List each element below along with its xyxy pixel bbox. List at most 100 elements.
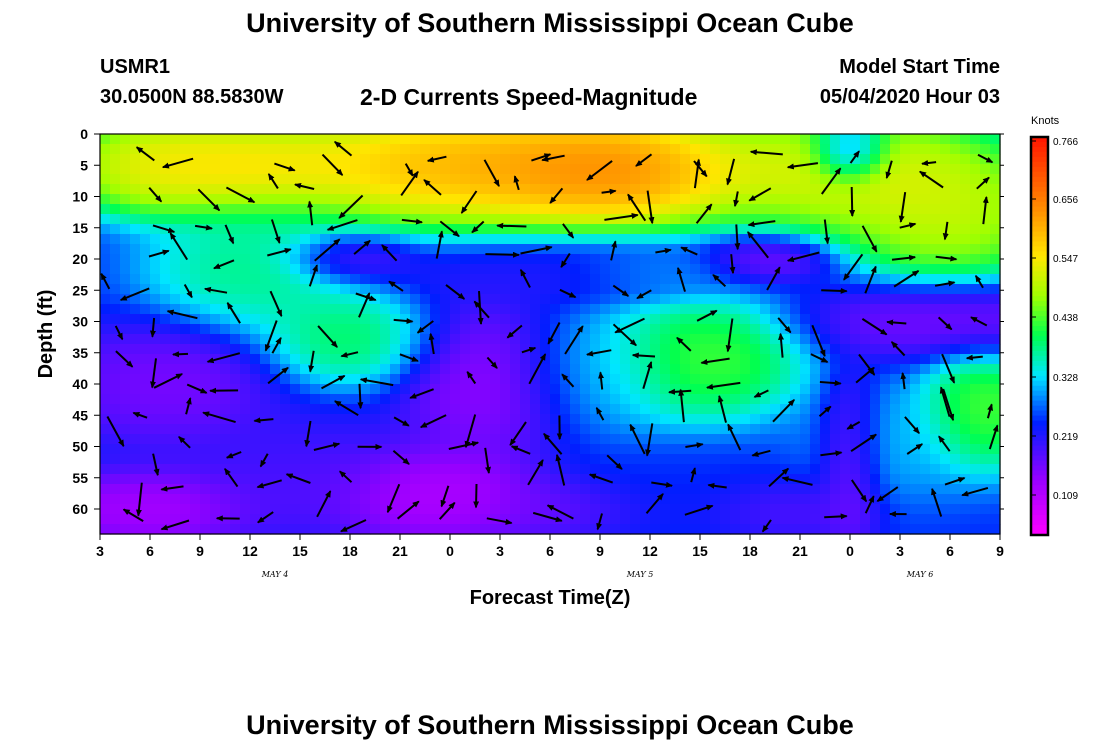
heat-cell (580, 444, 591, 455)
heat-cell (560, 394, 571, 405)
heat-cell (140, 364, 151, 375)
heat-cell (220, 424, 231, 435)
heat-cell (700, 284, 711, 295)
y-tick-label: 40 (72, 376, 88, 392)
heat-cell (570, 494, 581, 505)
current-arrow (549, 187, 564, 204)
heat-cell (680, 444, 691, 455)
heat-cell (250, 164, 261, 175)
heat-cell (530, 174, 541, 185)
heat-cell (640, 504, 651, 515)
heat-cell (470, 404, 481, 415)
heat-cell (910, 394, 921, 405)
heat-cell (940, 304, 951, 315)
heat-cell (830, 424, 841, 435)
heat-cell (790, 224, 801, 235)
heat-cell (510, 354, 521, 365)
heat-cell (660, 264, 671, 275)
heat-cell (990, 134, 1001, 145)
heat-cell (440, 234, 451, 245)
heat-cell (250, 184, 261, 195)
heat-cell (210, 384, 221, 395)
heat-cell (990, 434, 1001, 445)
heat-cell (900, 494, 911, 505)
heat-cell (690, 344, 701, 355)
heat-cell (130, 414, 141, 425)
heat-cell (490, 524, 501, 535)
heat-cell (670, 404, 681, 415)
heat-cell (240, 144, 251, 155)
heat-cell (990, 454, 1001, 465)
current-arrow (707, 482, 727, 489)
heat-cell (200, 144, 211, 155)
heat-cell (930, 284, 941, 295)
heat-cell (580, 244, 591, 255)
heat-cell (150, 144, 161, 155)
heat-cell (870, 314, 881, 325)
heat-cell (480, 394, 491, 405)
current-arrow (931, 487, 943, 517)
heat-cell (900, 304, 911, 315)
heat-cell (460, 194, 471, 205)
heat-cell (240, 484, 251, 495)
heat-cell (760, 264, 771, 275)
heat-cell (410, 454, 421, 465)
heat-cell (320, 504, 331, 515)
heat-cell (450, 364, 461, 375)
heat-cell (720, 484, 731, 495)
heat-cell (500, 294, 511, 305)
heat-cell (630, 214, 641, 225)
heat-cell (810, 164, 821, 175)
heat-cell (880, 304, 891, 315)
heat-cell (820, 144, 831, 155)
heat-cell (370, 334, 381, 345)
heat-cell (650, 274, 661, 285)
heat-cell (890, 314, 901, 325)
heat-cell (360, 364, 371, 375)
heat-cell (680, 524, 691, 535)
heat-cell (570, 254, 581, 265)
heat-cell (870, 234, 881, 245)
heat-cell (290, 224, 301, 235)
heat-cell (560, 364, 571, 375)
current-arrow (727, 423, 742, 451)
heat-cell (150, 204, 161, 215)
heat-cell (960, 314, 971, 325)
heat-cell (490, 304, 501, 315)
heat-cell (250, 214, 261, 225)
heat-cell (240, 244, 251, 255)
heat-cell (160, 514, 171, 525)
heat-cell (510, 374, 521, 385)
heat-cell (370, 364, 381, 375)
heat-cell (770, 304, 781, 315)
heat-cell (560, 204, 571, 215)
heat-cell (970, 194, 981, 205)
heat-cell (150, 154, 161, 165)
heat-cell (160, 164, 171, 175)
current-arrow (864, 265, 877, 294)
colorbar-step (1031, 161, 1048, 168)
heat-cell (450, 454, 461, 465)
heat-cell (480, 314, 491, 325)
heat-cell (700, 324, 711, 335)
heat-cell (380, 434, 391, 445)
heat-cell (180, 294, 191, 305)
heat-cell (520, 194, 531, 205)
heat-cell (350, 474, 361, 485)
heat-cell (320, 254, 331, 265)
heat-cell (420, 214, 431, 225)
heat-cell (510, 424, 521, 435)
heat-cell (450, 314, 461, 325)
heat-cell (470, 334, 481, 345)
heat-cell (650, 174, 661, 185)
heat-cell (940, 224, 951, 235)
heat-cell (600, 444, 611, 455)
heat-cell (530, 374, 541, 385)
current-arrow (267, 173, 279, 189)
heat-cell (550, 144, 561, 155)
heat-cell (720, 304, 731, 315)
heat-cell (170, 524, 181, 535)
heat-cell (700, 384, 711, 395)
heat-cell (880, 494, 891, 505)
heat-cell (310, 324, 321, 335)
